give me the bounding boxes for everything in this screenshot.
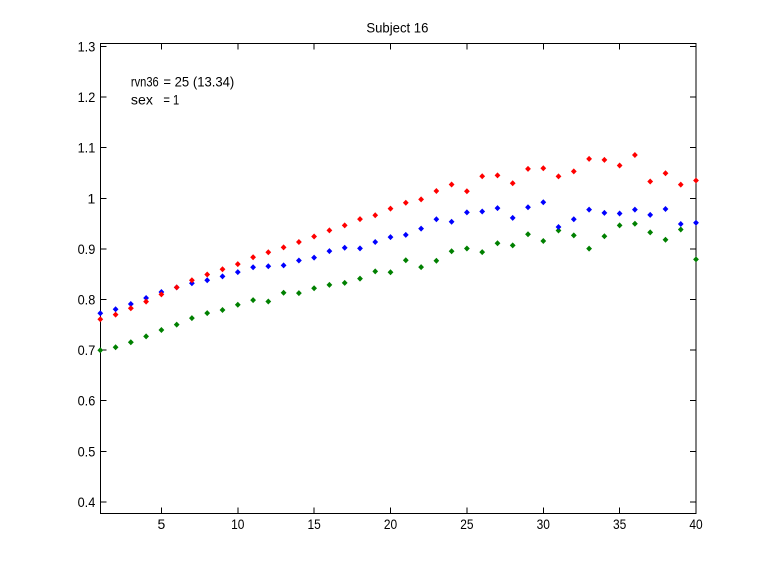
svg-text:= 1: = 1 <box>163 91 179 107</box>
svg-text:0.7: 0.7 <box>78 342 96 358</box>
svg-text:20: 20 <box>384 516 397 532</box>
svg-text:40: 40 <box>689 516 702 532</box>
svg-text:30: 30 <box>537 516 550 532</box>
svg-text:35: 35 <box>613 516 626 532</box>
svg-text:1.3: 1.3 <box>78 39 96 55</box>
svg-text:15: 15 <box>307 516 320 532</box>
svg-text:0.9: 0.9 <box>78 241 96 257</box>
svg-text:0.8: 0.8 <box>78 292 96 308</box>
svg-text:0.6: 0.6 <box>78 393 96 409</box>
svg-text:= 25 (13.34): = 25 (13.34) <box>163 74 234 90</box>
svg-text:Subject 16: Subject 16 <box>366 20 428 36</box>
svg-text:rvn36: rvn36 <box>131 74 159 90</box>
svg-text:0.5: 0.5 <box>78 443 96 459</box>
svg-text:1: 1 <box>88 190 96 206</box>
svg-text:25: 25 <box>460 516 473 532</box>
svg-text:0.4: 0.4 <box>78 494 96 510</box>
svg-text:sex: sex <box>131 91 153 107</box>
svg-text:5: 5 <box>158 516 166 532</box>
svg-text:1.1: 1.1 <box>78 140 96 156</box>
svg-text:1.2: 1.2 <box>78 89 96 105</box>
svg-text:10: 10 <box>231 516 244 532</box>
